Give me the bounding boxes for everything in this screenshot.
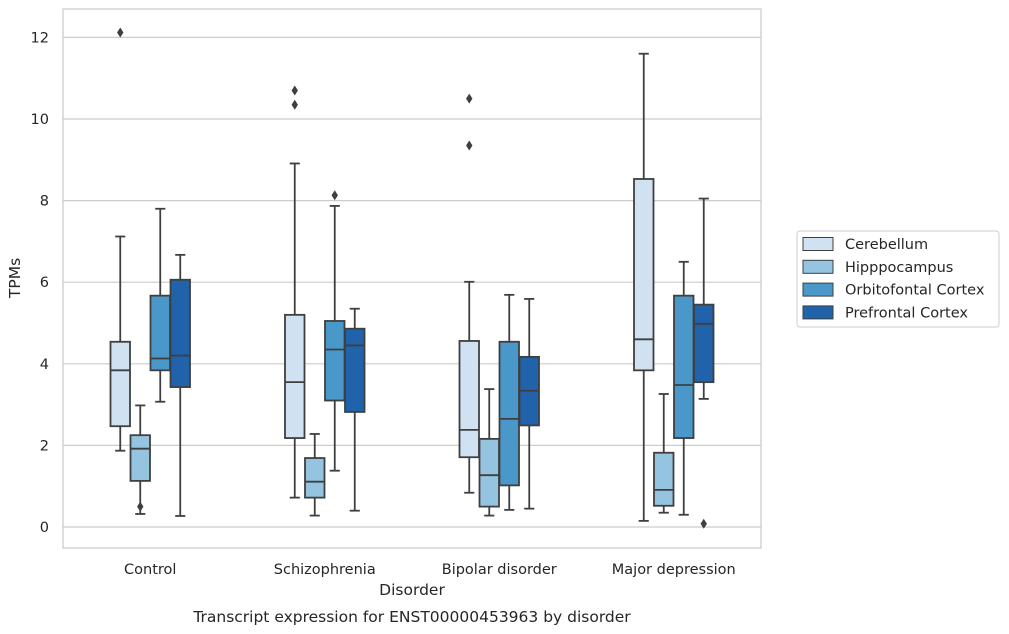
box-groups: [109, 27, 715, 529]
x-tick-label: Control: [124, 562, 176, 578]
legend-frame: [796, 230, 1000, 328]
box-cerebellum: [109, 27, 131, 452]
y-tick-label: 8: [40, 194, 49, 210]
x-axis-ticks: Control Schizophrenia Bipolar disorder Majo…: [124, 562, 736, 578]
box-cerebellum: [284, 85, 306, 499]
outlier-point: [466, 93, 473, 104]
box-prefrontal-cortex: [169, 253, 191, 517]
legend-label: Hipppocampus: [845, 260, 953, 276]
legend-swatch: [802, 237, 834, 251]
legend-swatch: [802, 305, 834, 320]
x-tick-label: Major depression: [612, 562, 736, 578]
outlier-point: [117, 27, 124, 38]
chart-caption: Transcript expression for ENST0000045396…: [192, 608, 631, 626]
legend-swatch: [802, 259, 834, 274]
box-prefrontal-cortex: [693, 197, 715, 529]
y-axis-title: TPMs: [6, 258, 24, 299]
box-iqr: [673, 294, 695, 439]
y-axis-ticks: 0 2 4 6 8 10 12: [31, 30, 49, 536]
outlier-point: [137, 501, 144, 512]
outlier-point: [331, 190, 338, 201]
x-tick-label: Schizophrenia: [274, 562, 376, 578]
box-prefrontal-cortex: [344, 307, 366, 512]
legend-label: Cerebellum: [845, 237, 928, 253]
box-orbitofontal-cortex: [149, 207, 171, 403]
legend-label: Prefrontal Cortex: [845, 305, 968, 321]
plot-area-frame: [62, 8, 762, 549]
box-iqr: [109, 340, 131, 428]
outlier-point: [466, 140, 473, 151]
y-tick-label: 2: [40, 438, 49, 454]
x-axis-title: Disorder: [379, 581, 445, 599]
box-cerebellum: [458, 93, 480, 494]
x-tick-label: Bipolar disorder: [442, 562, 557, 578]
box-cerebellum: [633, 52, 655, 522]
y-tick-label: 6: [40, 275, 49, 291]
box-iqr: [458, 340, 480, 459]
box-hipppocampus: [478, 388, 500, 517]
y-tick-label: 12: [31, 30, 49, 46]
box-hipppocampus: [304, 433, 326, 517]
y-tick-label: 0: [40, 520, 49, 536]
legend-label: Orbitofontal Cortex: [845, 283, 985, 299]
outlier-point: [700, 518, 707, 529]
box-orbitofontal-cortex: [498, 293, 520, 511]
box-iqr: [633, 178, 655, 372]
y-tick-label: 4: [40, 357, 49, 373]
box-iqr: [324, 320, 346, 402]
box-orbitofontal-cortex: [324, 190, 346, 472]
box-iqr: [693, 303, 715, 384]
box-orbitofontal-cortex: [673, 260, 695, 516]
box-hipppocampus: [129, 404, 151, 515]
box-iqr: [478, 437, 500, 508]
box-iqr: [498, 340, 520, 487]
legend-swatch: [802, 282, 834, 297]
box-hipppocampus: [653, 393, 675, 514]
box-iqr: [344, 327, 366, 413]
box-iqr: [284, 313, 306, 439]
box-iqr: [653, 451, 675, 507]
box-iqr: [169, 278, 191, 388]
outlier-point: [291, 99, 298, 110]
y-tick-label: 10: [31, 112, 49, 128]
outlier-point: [291, 85, 298, 96]
box-iqr: [129, 434, 151, 482]
box-iqr: [304, 457, 326, 499]
box-prefrontal-cortex: [518, 298, 540, 510]
legend: Cerebellum Hipppocampus Orbitofontal Corte…: [796, 230, 1000, 328]
